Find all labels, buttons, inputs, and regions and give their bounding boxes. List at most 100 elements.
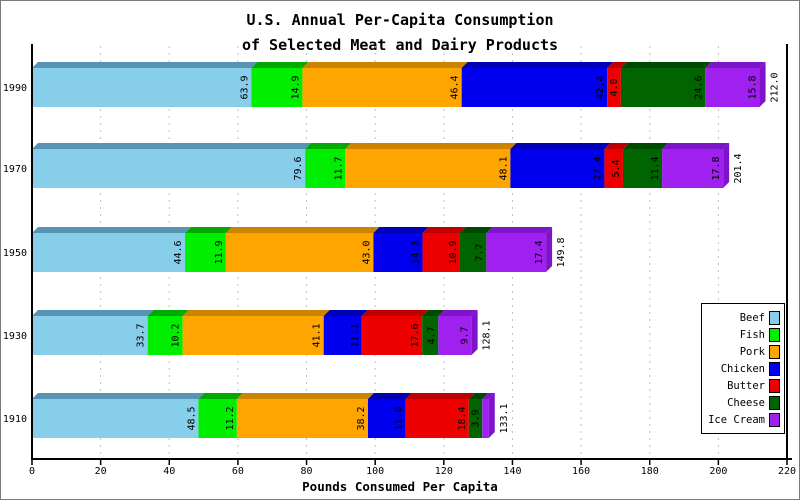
bar-segment-beef: [32, 316, 148, 355]
bar-segment-chicken: [510, 149, 605, 188]
segment-value-label: 4.7: [426, 326, 437, 344]
bar-segment-butter: [607, 68, 621, 107]
legend-label: Chicken: [720, 362, 765, 375]
bar-segment-pork: [182, 316, 324, 355]
bar-segment-bevel: [468, 393, 489, 399]
bar-segment-cheese: [459, 233, 487, 272]
y-axis-category-label: 1930: [3, 331, 27, 342]
bar-segment-pork: [225, 233, 374, 272]
bar-segment-cheese: [622, 149, 663, 188]
bar-segment-beef: [32, 149, 306, 188]
bar-segment-bevel: [32, 227, 192, 233]
x-axis-tick-label: 160: [572, 466, 590, 477]
bar-segment-chicken: [323, 316, 362, 355]
bar-segment-bevel: [486, 227, 553, 233]
legend: Beef Fish Pork Chicken Butter Cheese Ice Cream: [701, 303, 785, 434]
legend-item-pork: Pork: [704, 343, 780, 360]
legend-swatch: [769, 344, 780, 359]
legend-item-ice-cream: Ice Cream: [704, 411, 780, 428]
segment-value-label: 11.2: [225, 406, 236, 430]
x-axis-tick-label: 140: [503, 466, 521, 477]
bar-segment-bevel: [607, 62, 627, 68]
bar-segment-bevel: [361, 310, 429, 316]
legend-label: Beef: [739, 311, 765, 324]
bar-segment-fish: [147, 316, 183, 355]
bar-segment-bevel: [345, 143, 517, 149]
segment-value-label: 10.9: [448, 240, 459, 264]
segment-value-label: 15.8: [748, 75, 759, 99]
segment-value-label: 11.7: [333, 156, 344, 180]
chart-title-line2: of Selected Meat and Dairy Products: [241, 36, 559, 54]
legend-swatch: [769, 310, 780, 325]
segment-value-label: 43.0: [361, 240, 372, 264]
bar-segment-beef: [32, 68, 252, 107]
segment-value-label: 3.9: [470, 409, 481, 427]
bar-segment-bevel: [32, 393, 205, 399]
bar-segment-cheese: [468, 399, 483, 438]
bar-side-face: [546, 227, 553, 272]
bar-segment-bevel: [182, 310, 330, 316]
bar-segment-ice-cream: [662, 149, 724, 188]
bar-side-face: [723, 143, 730, 188]
x-axis-tick-label: 60: [232, 466, 244, 477]
bar-segment-ice-cream: [705, 68, 760, 107]
bar-segment-bevel: [422, 227, 466, 233]
bar-segment-butter: [361, 316, 423, 355]
segment-value-label: 7.7: [474, 243, 485, 261]
bar-segment-bevel: [305, 143, 352, 149]
segment-value-label: 14.3: [411, 240, 422, 264]
segment-value-label: 11.0: [394, 406, 405, 430]
segment-value-label: 48.5: [186, 406, 197, 430]
bar-segment-cheese: [422, 316, 439, 355]
segment-value-label: 38.2: [356, 406, 367, 430]
bar-segment-chicken: [461, 68, 608, 107]
segment-value-label: 4.0: [609, 78, 620, 96]
bar-segment-bevel: [373, 227, 429, 233]
bar-segment-bevel: [461, 62, 614, 68]
bar-segment-bevel: [323, 310, 368, 316]
x-axis-tick-label: 220: [778, 466, 796, 477]
bar-segment-bevel: [147, 310, 189, 316]
y-axis-category-label: 1990: [3, 83, 27, 94]
bar-segment-bevel: [251, 62, 309, 68]
bar-segment-bevel: [662, 143, 730, 149]
chart-title-line1: U.S. Annual Per-Capita Consumption: [246, 11, 554, 29]
bar-segment-bevel: [705, 62, 766, 68]
y-axis-category-label: 1970: [3, 164, 27, 175]
segment-value-label: 18.4: [457, 406, 468, 430]
legend-label: Ice Cream: [708, 413, 765, 426]
legend-label: Pork: [739, 345, 765, 358]
segment-value-label: 33.7: [136, 323, 147, 347]
bar-segment-chicken: [373, 233, 423, 272]
segment-value-label: 14.9: [290, 75, 301, 99]
x-axis-tick-label: 40: [163, 466, 175, 477]
bar-segment-fish: [305, 149, 346, 188]
bar-segment-ice-cream: [482, 399, 489, 438]
bar-segment-cheese: [620, 68, 706, 107]
bar-segment-butter: [604, 149, 623, 188]
segment-value-label: 17.4: [534, 240, 545, 264]
legend-item-butter: Butter: [704, 377, 780, 394]
x-axis-tick-label: 20: [95, 466, 107, 477]
bar-segment-bevel: [510, 143, 611, 149]
bar-segment-fish: [185, 233, 226, 272]
y-axis-category-label: 1910: [3, 414, 27, 425]
legend-item-cheese: Cheese: [704, 394, 780, 411]
bar-segment-beef: [32, 399, 199, 438]
bar-segment-bevel: [405, 393, 475, 399]
bar-total-label: 212.0: [770, 72, 781, 102]
segment-value-label: 10.2: [171, 323, 182, 347]
segment-value-label: 44.6: [173, 240, 184, 264]
legend-swatch: [769, 361, 780, 376]
bar-segment-bevel: [32, 62, 258, 68]
y-axis-category-label: 1950: [3, 248, 27, 259]
bar-segment-bevel: [198, 393, 243, 399]
bar-segment-chicken: [367, 399, 406, 438]
bar-total-label: 133.1: [499, 403, 510, 433]
bar-segment-bevel: [236, 393, 374, 399]
bar-segment-pork: [236, 399, 368, 438]
segment-value-label: 63.9: [239, 75, 250, 99]
legend-swatch: [769, 378, 780, 393]
